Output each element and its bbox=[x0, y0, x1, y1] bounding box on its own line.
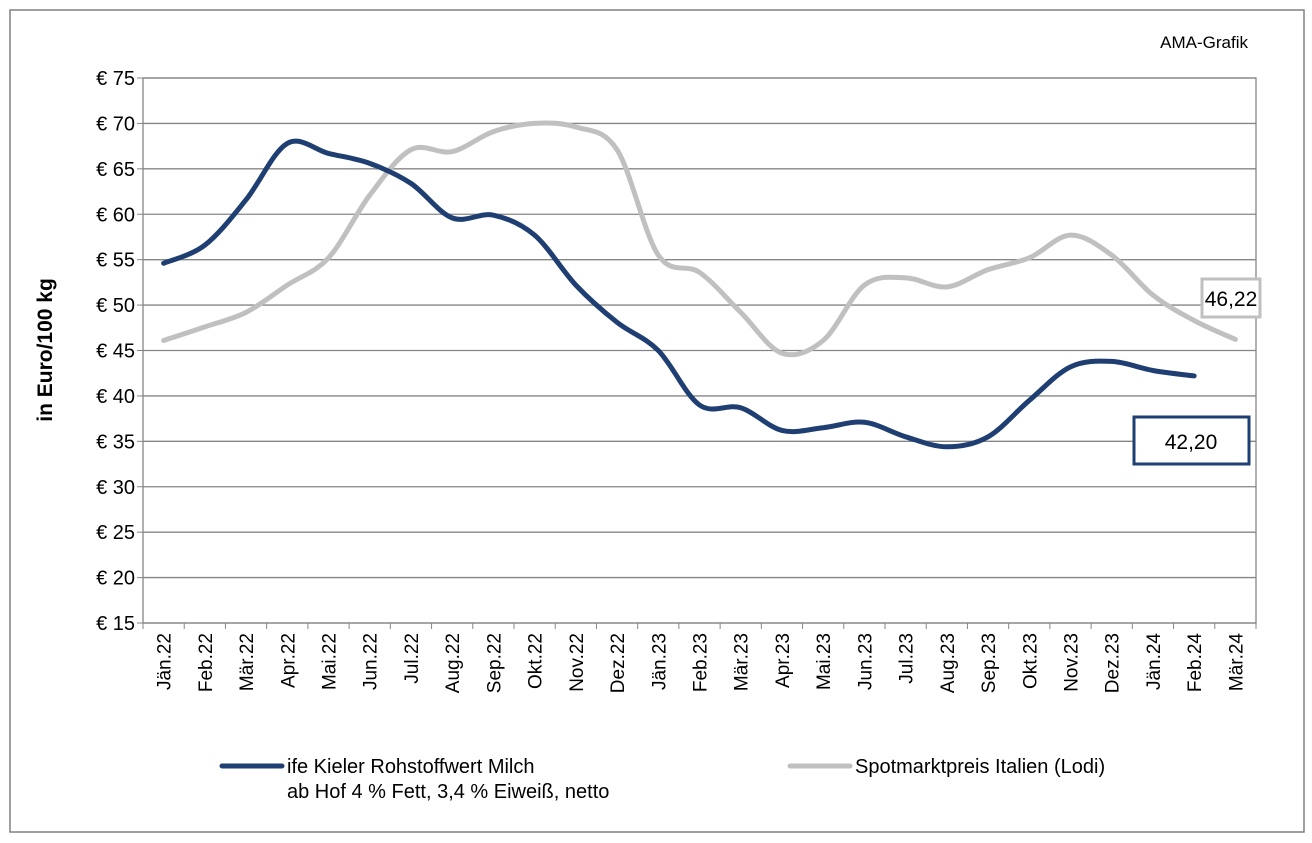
value-label: 42,20 bbox=[1165, 431, 1218, 454]
x-tick-label: Feb.22 bbox=[196, 633, 217, 692]
x-tick-label: Feb.24 bbox=[1185, 633, 1206, 693]
y-axis-label: in Euro/100 kg bbox=[34, 278, 57, 422]
y-tick-label: € 45 bbox=[96, 341, 135, 363]
y-tick-label: € 35 bbox=[96, 431, 135, 453]
x-tick-label: Okt.22 bbox=[526, 633, 547, 689]
y-tick-label: € 40 bbox=[96, 386, 135, 408]
y-tick-label: € 15 bbox=[96, 613, 135, 635]
source: AMA-Grafik bbox=[1160, 33, 1248, 52]
x-tick-label: Jul.22 bbox=[402, 633, 423, 684]
y-tick-label: € 65 bbox=[96, 159, 135, 181]
x-tick-label: Okt.23 bbox=[1020, 633, 1041, 689]
x-tick-label: Sep.22 bbox=[484, 633, 505, 693]
x-tick-label: Mai.22 bbox=[320, 633, 341, 690]
x-tick-label: Apr.22 bbox=[278, 633, 299, 688]
x-tick-label: Mai.23 bbox=[814, 633, 835, 690]
x-tick-label: Mär.23 bbox=[732, 633, 753, 691]
y-tick-label: € 55 bbox=[96, 250, 135, 272]
x-tick-label: Jun.23 bbox=[855, 633, 876, 690]
y-tick-label: € 75 bbox=[96, 68, 135, 90]
x-tick-label: Nov.22 bbox=[567, 633, 588, 692]
x-tick-label: Nov.23 bbox=[1062, 633, 1083, 692]
x-tick-label: Sep.23 bbox=[979, 633, 1000, 693]
chart-border bbox=[9, 9, 1305, 833]
y-tick-label: € 20 bbox=[96, 568, 135, 590]
x-tick-label: Jän.23 bbox=[649, 633, 670, 690]
plot-border bbox=[142, 77, 1257, 624]
x-tick-label: Jun.22 bbox=[361, 633, 382, 690]
y-tick-label: € 70 bbox=[96, 113, 135, 135]
legend-label: ife Kieler Rohstoffwert Milch ab Hof 4 % … bbox=[287, 756, 609, 803]
value-label-box bbox=[1200, 277, 1262, 319]
y-tick-label: € 60 bbox=[96, 204, 135, 226]
x-tick-label: Dez.23 bbox=[1103, 633, 1124, 693]
x-tick-label: Jul.23 bbox=[897, 633, 918, 684]
x-tick-label: Aug.22 bbox=[443, 633, 464, 693]
y-tick-label: € 50 bbox=[96, 295, 135, 317]
value-label: 46,22 bbox=[1205, 288, 1258, 311]
series-line bbox=[161, 138, 1197, 450]
x-tick-label: Aug.23 bbox=[938, 633, 959, 693]
x-tick-label: Jän.22 bbox=[155, 633, 176, 690]
legend-label-line: ab Hof 4 % Fett, 3,4 % Eiweiß, netto bbox=[287, 781, 609, 803]
value-label-box bbox=[1132, 415, 1251, 466]
y-tick-label: € 30 bbox=[96, 477, 135, 499]
x-tick-label: Feb.23 bbox=[691, 633, 712, 692]
x-tick-label: Dez.22 bbox=[608, 633, 629, 693]
series-line bbox=[161, 120, 1238, 358]
x-tick-label: Jän.24 bbox=[1144, 633, 1165, 690]
legend-label-line: ife Kieler Rohstoffwert Milch bbox=[287, 756, 535, 778]
x-tick-label: Apr.23 bbox=[773, 633, 794, 688]
x-tick-label: Mär.22 bbox=[237, 633, 258, 691]
legend-label: Spotmarktpreis Italien (Lodi) bbox=[855, 756, 1105, 778]
x-tick-label: Mär.24 bbox=[1226, 633, 1247, 692]
y-tick-label: € 25 bbox=[96, 522, 135, 544]
